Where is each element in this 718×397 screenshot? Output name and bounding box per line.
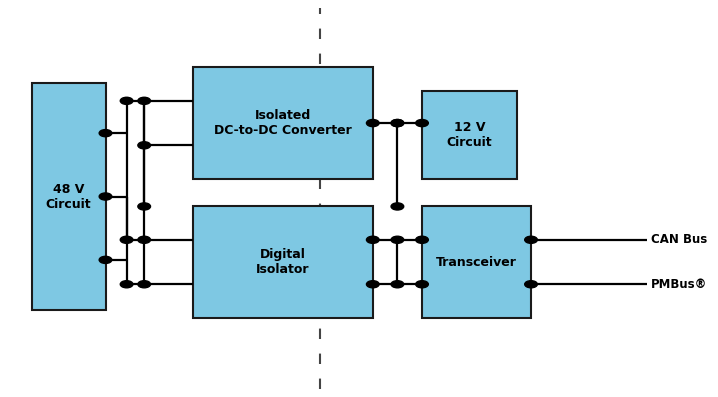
Circle shape xyxy=(138,281,151,288)
Circle shape xyxy=(391,203,404,210)
Circle shape xyxy=(366,119,379,127)
Circle shape xyxy=(391,119,404,127)
Text: CAN Bus: CAN Bus xyxy=(651,233,707,246)
Circle shape xyxy=(366,281,379,288)
Circle shape xyxy=(138,97,151,104)
Circle shape xyxy=(138,203,151,210)
Circle shape xyxy=(99,193,112,200)
Circle shape xyxy=(121,97,133,104)
Text: Digital
Isolator: Digital Isolator xyxy=(256,248,310,276)
Circle shape xyxy=(366,236,379,243)
FancyBboxPatch shape xyxy=(193,206,373,318)
Text: 12 V
Circuit: 12 V Circuit xyxy=(447,121,493,149)
Circle shape xyxy=(525,281,537,288)
FancyBboxPatch shape xyxy=(193,67,373,179)
Circle shape xyxy=(99,129,112,137)
Text: Isolated
DC-to-DC Converter: Isolated DC-to-DC Converter xyxy=(214,109,352,137)
Circle shape xyxy=(391,119,404,127)
Circle shape xyxy=(525,236,537,243)
Text: PMBus®: PMBus® xyxy=(651,278,707,291)
Circle shape xyxy=(416,236,429,243)
Text: Transceiver: Transceiver xyxy=(436,256,517,268)
Circle shape xyxy=(391,236,404,243)
Circle shape xyxy=(99,256,112,264)
Circle shape xyxy=(391,281,404,288)
Circle shape xyxy=(416,119,429,127)
Circle shape xyxy=(121,281,133,288)
Circle shape xyxy=(416,281,429,288)
FancyBboxPatch shape xyxy=(422,206,531,318)
FancyBboxPatch shape xyxy=(32,83,106,310)
FancyBboxPatch shape xyxy=(422,91,517,179)
Circle shape xyxy=(138,142,151,149)
Text: 48 V
Circuit: 48 V Circuit xyxy=(46,183,91,210)
Circle shape xyxy=(121,236,133,243)
Circle shape xyxy=(138,236,151,243)
